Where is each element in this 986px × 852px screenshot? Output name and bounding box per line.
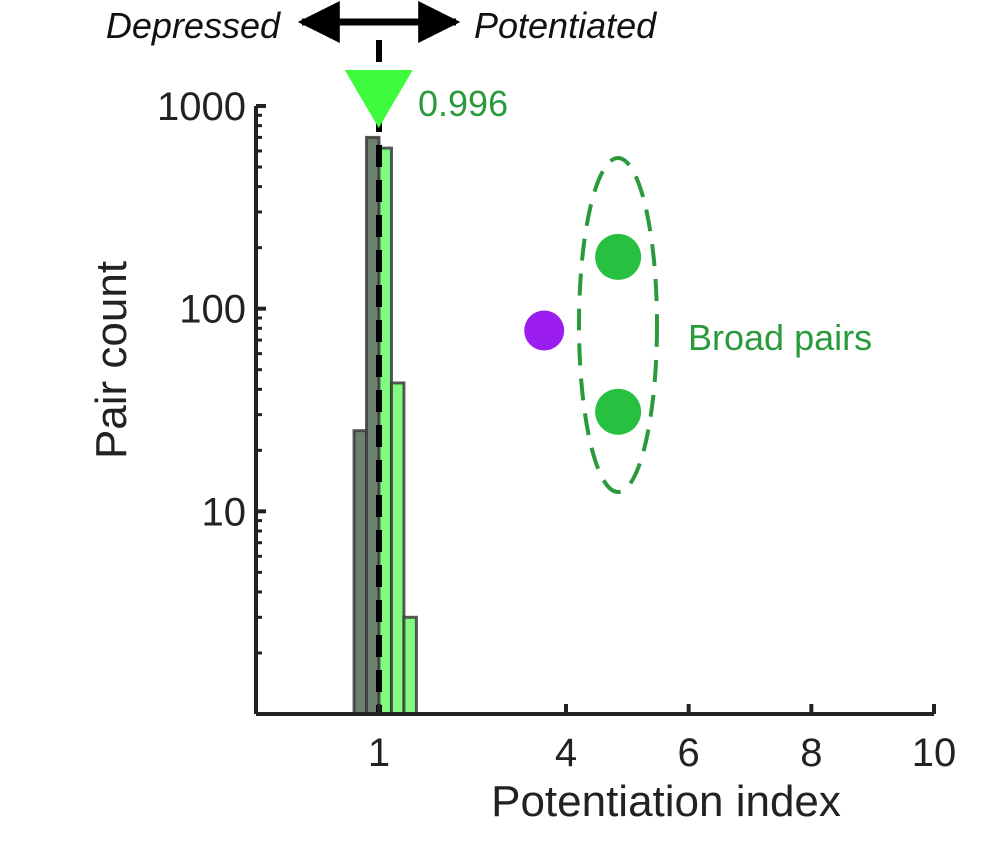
x-axis-title: Potentiation index: [491, 777, 841, 826]
x-tick-label-10: 10: [912, 731, 957, 775]
outlier-point-2: [524, 310, 565, 351]
x-tick-label-4: 4: [555, 731, 577, 775]
axes: [254, 104, 936, 716]
histogram-bar-3: [389, 381, 406, 716]
potentiated-label: Potentiated: [474, 5, 657, 46]
depressed-label: Depressed: [106, 5, 281, 46]
broad-pair-point-1: [595, 388, 642, 435]
y-tick-label-1000: 1000: [157, 85, 246, 129]
tick-labels: 1 4 6 8 10 10 100 1000: [157, 85, 956, 775]
broad-pairs-ellipse: [577, 156, 659, 494]
broad-pair-point-0: [595, 233, 642, 280]
x-tick-label-8: 8: [800, 731, 822, 775]
histogram-bars: [352, 135, 418, 716]
scatter-points: [524, 233, 642, 435]
median-value-label: 0.996: [418, 83, 508, 124]
y-tick-label-100: 100: [179, 288, 246, 332]
y-axis-title: Pair count: [87, 261, 136, 459]
broad-pairs-label: Broad pairs: [688, 317, 872, 358]
histogram-bar-0: [352, 429, 369, 716]
y-tick-label-10: 10: [202, 490, 247, 534]
histogram-bar-4: [402, 615, 418, 716]
x-tick-label-1: 1: [368, 731, 390, 775]
median-triangle-marker: [344, 70, 413, 128]
x-tick-label-6: 6: [678, 731, 700, 775]
